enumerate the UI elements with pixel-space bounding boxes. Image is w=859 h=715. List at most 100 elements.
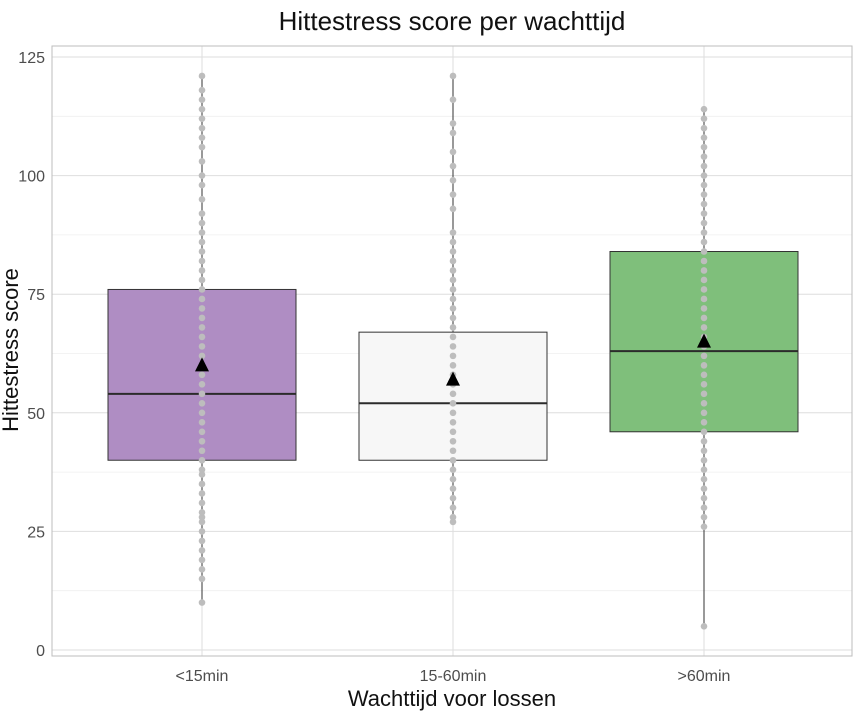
data-point — [700, 622, 708, 630]
data-point — [198, 124, 206, 132]
data-point — [198, 456, 206, 464]
plot-panel-border — [51, 45, 853, 657]
data-point — [700, 494, 708, 502]
data-point — [700, 210, 708, 217]
data-point — [449, 485, 457, 493]
data-point — [700, 314, 708, 322]
data-point — [198, 295, 206, 303]
data-point — [198, 219, 206, 227]
y-tick-label: 50 — [27, 406, 45, 423]
data-point — [198, 314, 206, 322]
data-point — [198, 210, 206, 217]
data-point — [198, 115, 206, 122]
data-point — [449, 205, 457, 213]
data-point — [198, 238, 206, 246]
data-point — [449, 333, 457, 341]
data-point — [700, 409, 708, 417]
data-point — [198, 513, 206, 521]
data-point — [700, 466, 708, 474]
data-point — [449, 286, 457, 293]
data-point — [198, 428, 206, 436]
data-point — [700, 181, 708, 189]
data-point — [198, 105, 206, 113]
data-point — [700, 200, 708, 208]
data-point — [449, 129, 457, 137]
data-point — [700, 504, 708, 511]
data-point — [198, 409, 206, 417]
data-point — [198, 352, 206, 360]
y-tick-label: 25 — [27, 524, 45, 541]
data-point — [449, 418, 457, 426]
data-point — [198, 390, 206, 398]
data-point — [198, 181, 206, 189]
data-point — [700, 400, 708, 407]
data-point — [700, 124, 708, 132]
data-point — [700, 238, 708, 246]
data-point — [198, 324, 206, 331]
data-point — [198, 447, 206, 455]
data-point — [449, 276, 457, 284]
data-point — [198, 537, 206, 545]
data-point — [449, 267, 457, 274]
data-point — [449, 362, 457, 369]
data-point — [449, 466, 457, 474]
points-1 — [198, 72, 206, 606]
data-point — [449, 504, 457, 511]
data-point — [198, 466, 206, 474]
data-point — [198, 575, 206, 583]
data-point — [449, 352, 457, 360]
data-point — [198, 257, 206, 265]
data-point — [449, 390, 457, 398]
chart-title: Hittestress score per wachttijd — [279, 6, 626, 36]
mean-marker — [697, 333, 711, 348]
data-point — [700, 105, 708, 113]
data-point — [449, 148, 457, 156]
y-axis-title: Hittestress score — [0, 268, 23, 432]
data-point — [198, 158, 206, 165]
data-point — [198, 143, 206, 151]
data-point — [198, 229, 206, 236]
data-point — [198, 286, 206, 293]
data-point — [198, 528, 206, 535]
data-point — [700, 362, 708, 369]
data-point — [700, 418, 708, 426]
y-axis-ticks: 0 25 50 75 100 125 — [18, 50, 45, 660]
data-point — [700, 219, 708, 227]
y-tick-label: 125 — [18, 50, 45, 67]
data-point — [449, 409, 457, 417]
data-point — [198, 437, 206, 445]
data-point — [449, 428, 457, 436]
y-tick-label: 100 — [18, 169, 45, 186]
data-point — [449, 229, 457, 236]
data-point — [700, 172, 708, 179]
data-point — [449, 120, 457, 127]
data-point — [449, 96, 457, 103]
data-point — [700, 485, 708, 493]
data-point — [449, 314, 457, 322]
data-point — [198, 400, 206, 407]
data-point — [700, 229, 708, 236]
data-point — [449, 513, 457, 521]
data-point — [700, 257, 708, 265]
data-point — [449, 248, 457, 255]
data-point — [449, 238, 457, 246]
data-point — [700, 248, 708, 255]
data-point — [198, 547, 206, 554]
data-point — [700, 475, 708, 483]
data-point — [449, 257, 457, 265]
data-point — [198, 490, 206, 497]
data-point — [198, 333, 206, 341]
data-point — [700, 276, 708, 284]
data-point — [198, 134, 206, 141]
data-point — [198, 381, 206, 388]
data-point — [449, 400, 457, 407]
data-point — [700, 523, 708, 530]
data-point — [449, 72, 457, 80]
data-point — [700, 267, 708, 274]
data-point — [198, 172, 206, 179]
data-point — [449, 324, 457, 331]
data-point — [449, 437, 457, 445]
data-point — [198, 371, 206, 379]
data-point — [198, 96, 206, 103]
